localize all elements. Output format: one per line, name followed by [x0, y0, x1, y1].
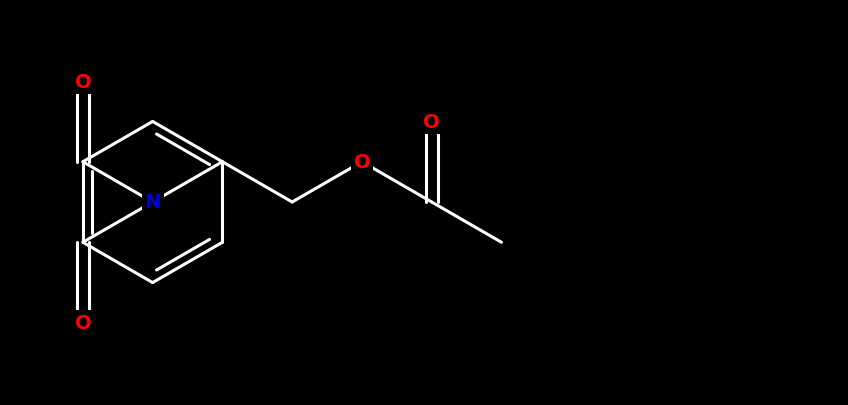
Text: O: O: [75, 72, 92, 92]
Text: O: O: [354, 153, 371, 172]
Text: O: O: [75, 313, 92, 333]
Text: N: N: [144, 193, 161, 212]
Text: O: O: [423, 113, 440, 132]
